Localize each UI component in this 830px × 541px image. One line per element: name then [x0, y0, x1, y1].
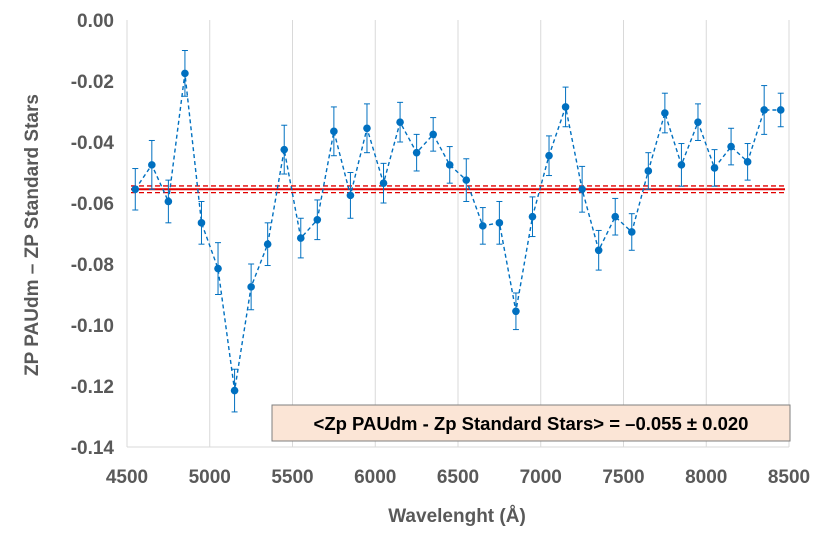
data-point-5 — [214, 264, 222, 273]
series-line — [134, 73, 781, 391]
data-point-21 — [479, 222, 487, 230]
x-tick-label-5: 7000 — [520, 467, 562, 488]
x-tick-label-4: 6500 — [437, 467, 479, 488]
mean-reference-lines — [131, 185, 785, 194]
x-tick-label-7: 8000 — [685, 467, 727, 488]
x-tick-label-1: 5000 — [189, 467, 231, 488]
data-point-38 — [760, 106, 768, 114]
data-point-6 — [230, 386, 239, 395]
series-connector-line — [134, 73, 781, 391]
data-points — [131, 69, 785, 395]
data-point-36 — [727, 142, 735, 151]
x-axis-title: Wavelenght (Å) — [388, 506, 526, 527]
x-tick-label-6: 7500 — [602, 467, 644, 488]
y-tick-label-7: -0.14 — [71, 438, 115, 459]
data-point-28 — [594, 246, 603, 255]
data-point-23 — [512, 307, 520, 316]
data-point-35 — [710, 164, 719, 172]
data-point-31 — [644, 167, 653, 175]
data-point-15 — [379, 179, 388, 187]
mean-annotation: <Zp PAUdm - Zp Standard Stars> = –0.055 … — [271, 404, 791, 442]
y-tick-label-3: -0.06 — [71, 194, 114, 215]
y-tick-label-6: -0.12 — [71, 377, 114, 398]
data-point-32 — [661, 109, 669, 117]
data-point-10 — [296, 234, 305, 242]
y-tick-label-1: -0.02 — [71, 72, 114, 93]
data-point-11 — [313, 215, 322, 224]
data-point-8 — [263, 240, 272, 248]
data-point-34 — [694, 118, 702, 126]
data-point-30 — [627, 228, 636, 236]
data-point-29 — [611, 212, 620, 221]
mean-annotation-text: <Zp PAUdm - Zp Standard Stars> = –0.055 … — [314, 413, 749, 434]
data-point-9 — [280, 145, 289, 154]
data-point-20 — [462, 176, 471, 184]
data-point-27 — [578, 185, 586, 194]
data-point-7 — [247, 283, 255, 291]
data-point-19 — [445, 161, 454, 169]
x-tick-label-2: 5500 — [271, 467, 313, 488]
data-point-37 — [743, 158, 752, 166]
data-point-16 — [396, 118, 404, 126]
data-point-4 — [197, 219, 206, 227]
data-point-3 — [181, 69, 189, 78]
x-tick-label-8: 8500 — [768, 467, 810, 488]
data-point-25 — [545, 151, 553, 160]
data-point-14 — [363, 124, 371, 133]
data-point-17 — [412, 148, 421, 157]
x-tick-labels: 4500 5000 5500 6000 6500 7000 7500 8000 8500 — [106, 467, 810, 488]
data-point-24 — [528, 212, 537, 221]
data-point-2 — [164, 197, 173, 206]
y-axis-title: ZP PAUdm – ZP Standard Stars — [22, 94, 43, 376]
data-point-39 — [776, 106, 785, 114]
data-point-33 — [677, 161, 686, 169]
grid-lines — [126, 20, 790, 448]
y-tick-label-0: 0.00 — [77, 11, 114, 32]
y-tick-label-5: -0.10 — [71, 316, 114, 337]
data-point-12 — [330, 127, 338, 136]
data-point-0 — [131, 185, 140, 194]
mean-annotation-box — [271, 404, 791, 442]
data-point-1 — [148, 161, 156, 169]
x-tick-label-0: 4500 — [106, 467, 148, 488]
y-tick-label-2: -0.04 — [71, 133, 115, 154]
data-point-18 — [429, 130, 437, 139]
data-point-13 — [346, 191, 355, 200]
data-point-22 — [495, 219, 504, 227]
y-tick-label-4: -0.08 — [71, 255, 114, 276]
y-tick-labels: 0.00 -0.02 -0.04 -0.06 -0.08 -0.10 -0.12 -0.14 — [71, 11, 115, 459]
x-tick-label-3: 6000 — [354, 467, 396, 488]
data-point-26 — [561, 103, 570, 111]
